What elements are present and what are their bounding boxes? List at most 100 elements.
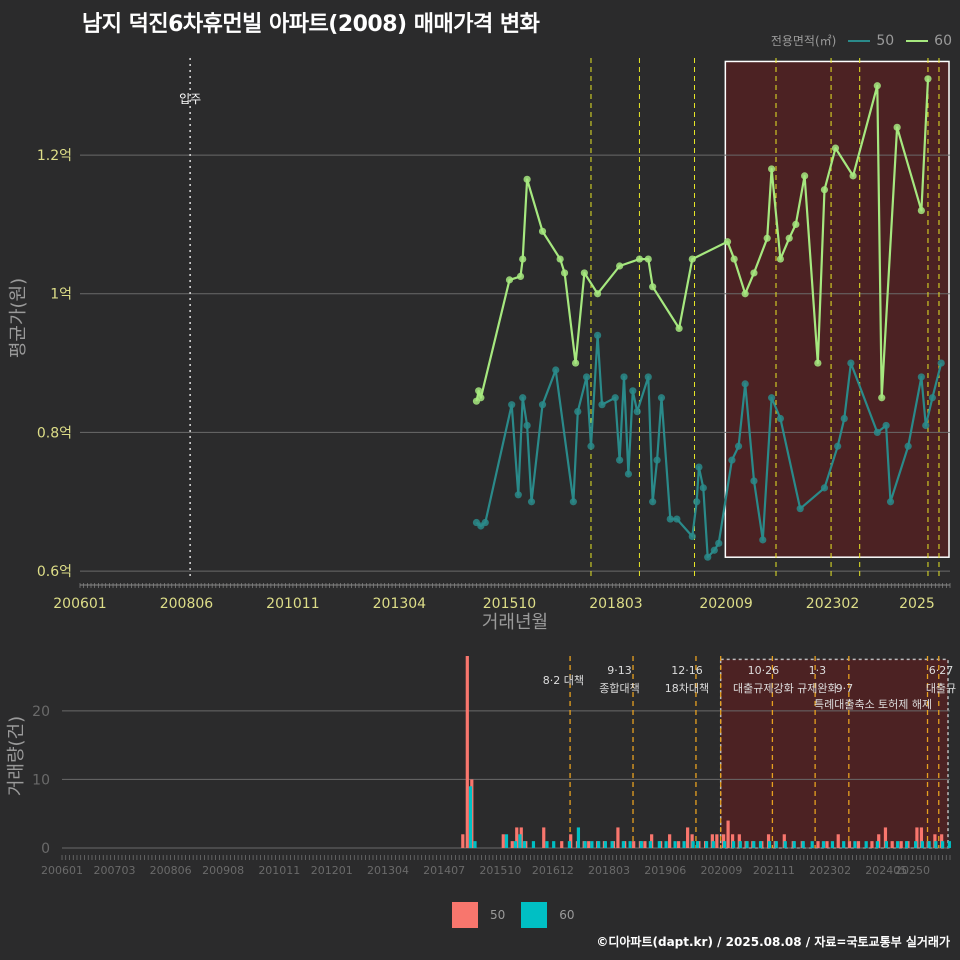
volume-bar-50 [668, 834, 672, 848]
price-point-50 [904, 442, 912, 450]
volume-x-tick-label: 20250 [895, 864, 930, 877]
price-line-60 [475, 78, 930, 402]
price-point-60 [723, 238, 732, 246]
x-tick-label: 201011 [266, 596, 319, 612]
legend-swatch-60 [906, 39, 929, 42]
volume-bar-60 [473, 841, 477, 848]
volume-x-tick-label: 202009 [700, 864, 742, 877]
volume-x-tick-label: 201906 [644, 864, 686, 877]
volume-bar-60 [610, 841, 614, 848]
price-point-60 [616, 262, 624, 270]
price-point-50 [840, 414, 848, 423]
price-point-50 [922, 421, 930, 430]
y-axis-title: 평균가(원) [8, 278, 29, 358]
volume-bar-50 [726, 820, 730, 848]
volume-bar-60 [758, 841, 763, 848]
volume-bar-50 [616, 827, 620, 848]
x-tick-label: 200601 [53, 596, 106, 612]
volume-bar-50 [587, 841, 591, 848]
volume-x-tick-label: 200703 [93, 864, 135, 877]
price-point-60 [849, 172, 857, 180]
price-point-50 [776, 414, 785, 423]
price-point-50 [734, 442, 743, 450]
legend-title: 전용면적(㎡) [770, 34, 837, 48]
source-caption: ©디아파트(dapt.kr) / 2025.08.08 / 자료=국토교통부 실… [596, 935, 950, 949]
volume-bar-60 [664, 841, 668, 848]
volume-bar-50 [461, 834, 465, 848]
x-tick-label: 2025 [899, 596, 935, 612]
policy-label: 규제완화 [797, 682, 837, 695]
price-point-50 [508, 401, 516, 409]
legend-label-bar-60: 60 [559, 908, 575, 922]
volume-bar-50 [510, 841, 514, 848]
volume-x-tick-label: 202405 [865, 864, 907, 877]
price-point-60 [523, 175, 531, 183]
price-point-50 [538, 401, 547, 409]
price-point-50 [620, 373, 628, 381]
price-point-50 [587, 442, 595, 450]
price-point-50 [633, 408, 641, 416]
volume-bar-50 [721, 834, 726, 848]
price-point-50 [611, 394, 619, 402]
volume-bar-60 [884, 841, 889, 848]
price-point-60 [644, 255, 652, 263]
x-tick-label: 201304 [373, 596, 427, 612]
volume-bar-60 [621, 841, 625, 848]
price-point-50 [481, 518, 489, 527]
volume-bar-60 [792, 841, 796, 848]
price-point-50 [886, 498, 895, 506]
price-point-60 [475, 387, 483, 395]
price-point-50 [820, 484, 829, 492]
volume-bar-50 [899, 841, 903, 848]
volume-x-tick-label: 202111 [753, 864, 795, 877]
volume-bar-60 [711, 841, 715, 848]
price-point-60 [538, 227, 547, 235]
volume-bar-60 [504, 834, 509, 848]
x-tick-label: 200806 [160, 596, 214, 612]
volume-bar-50 [632, 841, 636, 848]
price-point-50 [644, 373, 652, 381]
volume-bar-50 [933, 834, 937, 848]
price-point-60 [635, 255, 644, 263]
volume-bar-60 [545, 841, 549, 848]
volume-bar-50 [870, 841, 874, 848]
policy-label: 토허제 해제 [878, 697, 932, 711]
volume-bar-60 [731, 841, 736, 848]
volume-bar-50 [856, 841, 861, 848]
volume-x-tick-label: 200601 [41, 864, 83, 877]
price-point-50 [582, 373, 591, 381]
volume-bar-50 [677, 841, 681, 848]
volume-bar-60 [875, 841, 880, 848]
volume-bar-60 [639, 841, 643, 848]
volume-bar-50 [816, 841, 820, 848]
policy-label: 10·26 [748, 664, 780, 677]
y-tick-label: 1.2억 [37, 148, 72, 164]
volume-bar-60 [738, 841, 742, 848]
volume-bar-60 [513, 841, 518, 848]
volume-bar-60 [767, 841, 772, 848]
legend-swatch-50 [848, 39, 871, 42]
volume-bar-60 [830, 841, 835, 848]
volume-x-tick-label: 201612 [532, 864, 574, 877]
x-tick-label: 202302 [806, 596, 859, 612]
volume-x-tick-label: 201407 [423, 864, 465, 877]
price-point-50 [514, 491, 522, 499]
volume-bar-50 [782, 834, 786, 848]
price-point-50 [937, 359, 945, 367]
volume-bar-60 [518, 834, 522, 848]
chart-title: 남지 덕진6차휴먼빌 아파트(2008) 매매가격 변화 [82, 12, 540, 37]
price-point-50 [759, 536, 767, 544]
legend-label-bar-50: 50 [490, 908, 506, 922]
volume-bar-50 [515, 827, 519, 848]
price-point-50 [728, 456, 736, 464]
volume-bar-60 [853, 841, 857, 848]
volume-bar-50 [730, 834, 735, 848]
price-point-60 [519, 255, 527, 263]
volume-bar-60 [531, 841, 536, 848]
price-point-60 [792, 220, 800, 228]
policy-label: 6·27 [929, 664, 954, 677]
policy-label: 특례대출축소 [814, 698, 875, 711]
volume-bar-50 [542, 827, 546, 848]
price-point-60 [688, 255, 696, 263]
volume-bar-60 [552, 841, 556, 848]
